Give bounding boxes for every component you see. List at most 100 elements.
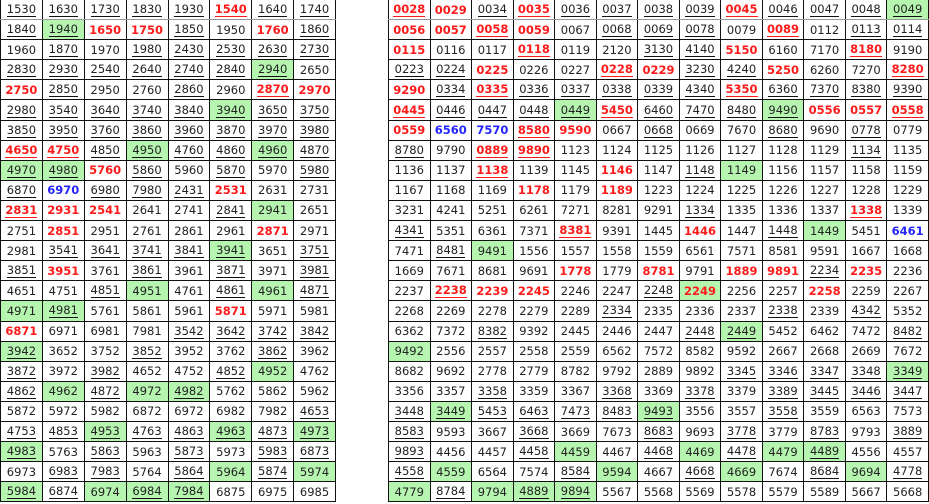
table-cell[interactable]: 0079 bbox=[720, 19, 763, 41]
highlighted-cell[interactable]: 4960 bbox=[251, 139, 295, 161]
table-cell[interactable]: 3972 bbox=[41, 360, 85, 382]
table-cell[interactable]: 3761 bbox=[83, 260, 127, 282]
table-cell[interactable]: 1148 bbox=[678, 159, 722, 181]
table-cell[interactable]: 2447 bbox=[637, 320, 680, 342]
highlighted-cell[interactable]: 3449 bbox=[429, 400, 473, 422]
table-cell[interactable]: 3971 bbox=[251, 260, 295, 282]
table-cell[interactable]: 5970 bbox=[251, 159, 295, 181]
table-cell[interactable]: 0556 bbox=[803, 99, 846, 121]
table-cell[interactable]: 2831 bbox=[0, 199, 43, 222]
table-cell[interactable]: 2970 bbox=[293, 79, 336, 101]
table-cell[interactable]: 3861 bbox=[125, 260, 169, 282]
table-cell[interactable]: 5453 bbox=[471, 400, 514, 422]
table-cell[interactable]: 8781 bbox=[637, 260, 680, 282]
table-cell[interactable]: 3651 bbox=[251, 240, 295, 262]
table-cell[interactable]: 9892 bbox=[678, 360, 722, 382]
table-cell[interactable]: 5972 bbox=[41, 400, 85, 422]
table-cell[interactable]: 1167 bbox=[388, 179, 431, 201]
table-cell[interactable]: 3871 bbox=[209, 260, 253, 282]
table-cell[interactable]: 9190 bbox=[886, 39, 929, 61]
table-cell[interactable]: 0226 bbox=[512, 59, 556, 81]
table-cell[interactable]: 1169 bbox=[471, 179, 514, 201]
table-cell[interactable]: 0668 bbox=[637, 119, 680, 141]
table-cell[interactable]: 0889 bbox=[471, 139, 514, 161]
table-cell[interactable]: 1146 bbox=[595, 159, 639, 181]
table-cell[interactable]: 2237 bbox=[388, 280, 431, 302]
table-cell[interactable]: 4240 bbox=[720, 59, 763, 81]
table-cell[interactable]: 3982 bbox=[83, 360, 127, 382]
table-cell[interactable]: 1168 bbox=[429, 179, 473, 201]
table-cell[interactable]: 1336 bbox=[761, 199, 805, 222]
table-cell[interactable]: 0037 bbox=[595, 0, 639, 21]
table-cell[interactable]: 1779 bbox=[595, 260, 639, 282]
table-cell[interactable]: 3851 bbox=[0, 260, 43, 282]
table-cell[interactable]: 0046 bbox=[761, 0, 805, 21]
table-cell[interactable]: 7981 bbox=[125, 320, 169, 342]
table-cell[interactable]: 2778 bbox=[471, 360, 514, 382]
table-cell[interactable]: 2540 bbox=[83, 59, 127, 81]
table-cell[interactable]: 2239 bbox=[471, 280, 514, 302]
table-cell[interactable]: 6160 bbox=[761, 39, 805, 61]
table-cell[interactable]: 8682 bbox=[388, 360, 431, 382]
highlighted-cell[interactable]: 9492 bbox=[388, 340, 431, 362]
table-cell[interactable]: 0228 bbox=[595, 59, 639, 81]
table-cell[interactable]: 9792 bbox=[595, 360, 639, 382]
table-cell[interactable]: 3359 bbox=[512, 380, 556, 402]
table-cell[interactable]: 4456 bbox=[429, 441, 473, 463]
table-cell[interactable]: 1134 bbox=[844, 139, 888, 161]
table-cell[interactable]: 3641 bbox=[83, 240, 127, 262]
table-cell[interactable]: 1229 bbox=[886, 179, 929, 201]
table-cell[interactable]: 1559 bbox=[637, 240, 680, 262]
table-cell[interactable]: 1145 bbox=[554, 159, 597, 181]
table-cell[interactable]: 0029 bbox=[429, 0, 473, 21]
table-cell[interactable]: 2337 bbox=[720, 300, 763, 322]
table-cell[interactable]: 5963 bbox=[125, 441, 169, 463]
table-cell[interactable]: 2830 bbox=[0, 59, 43, 81]
table-cell[interactable]: 1667 bbox=[844, 240, 888, 262]
table-cell[interactable]: 6560 bbox=[429, 119, 473, 141]
table-cell[interactable]: 3446 bbox=[844, 380, 888, 402]
table-cell[interactable]: 2740 bbox=[167, 59, 211, 81]
table-cell[interactable]: 1138 bbox=[471, 159, 514, 181]
table-cell[interactable]: 9591 bbox=[803, 240, 846, 262]
table-cell[interactable]: 2870 bbox=[251, 79, 295, 101]
table-cell[interactable]: 3556 bbox=[678, 400, 722, 422]
table-cell[interactable]: 9692 bbox=[429, 360, 473, 382]
table-cell[interactable]: 9290 bbox=[388, 79, 431, 101]
table-cell[interactable]: 4860 bbox=[209, 139, 253, 161]
table-cell[interactable]: 2446 bbox=[595, 320, 639, 342]
table-cell[interactable]: 4668 bbox=[678, 461, 722, 483]
table-cell[interactable]: 1129 bbox=[803, 139, 846, 161]
table-cell[interactable]: 4468 bbox=[637, 441, 680, 463]
table-cell[interactable]: 2981 bbox=[0, 240, 43, 262]
table-cell[interactable]: 0558 bbox=[886, 99, 929, 121]
table-cell[interactable]: 2650 bbox=[293, 59, 336, 81]
table-cell[interactable]: 1530 bbox=[0, 0, 43, 21]
table-cell[interactable]: 3368 bbox=[595, 380, 639, 402]
table-cell[interactable]: 2971 bbox=[293, 220, 336, 242]
table-cell[interactable]: 5762 bbox=[209, 380, 253, 402]
highlighted-cell[interactable]: 9493 bbox=[637, 400, 680, 422]
highlighted-cell[interactable]: 5964 bbox=[209, 461, 253, 483]
table-cell[interactable]: 2741 bbox=[167, 199, 211, 222]
table-cell[interactable]: 8380 bbox=[844, 79, 888, 101]
table-cell[interactable]: 6562 bbox=[595, 340, 639, 362]
table-cell[interactable]: 5872 bbox=[0, 400, 43, 422]
table-cell[interactable]: 5667 bbox=[844, 481, 888, 503]
table-cell[interactable]: 2431 bbox=[167, 179, 211, 201]
table-cell[interactable]: 5568 bbox=[637, 481, 680, 503]
table-cell[interactable]: 3950 bbox=[41, 119, 85, 141]
table-cell[interactable]: 0035 bbox=[512, 0, 556, 21]
table-cell[interactable]: 3779 bbox=[761, 420, 805, 443]
table-cell[interactable]: 2950 bbox=[83, 79, 127, 101]
table-cell[interactable]: 0447 bbox=[471, 99, 514, 121]
table-cell[interactable]: 2559 bbox=[554, 340, 597, 362]
table-cell[interactable]: 5871 bbox=[209, 300, 253, 322]
table-cell[interactable]: 3961 bbox=[167, 260, 211, 282]
table-cell[interactable]: 3860 bbox=[125, 119, 169, 141]
highlighted-cell[interactable]: 9794 bbox=[471, 481, 514, 503]
table-cell[interactable]: 0115 bbox=[388, 39, 431, 61]
table-cell[interactable]: 2860 bbox=[167, 79, 211, 101]
table-cell[interactable]: 8483 bbox=[595, 400, 639, 422]
table-cell[interactable]: 3741 bbox=[125, 240, 169, 262]
